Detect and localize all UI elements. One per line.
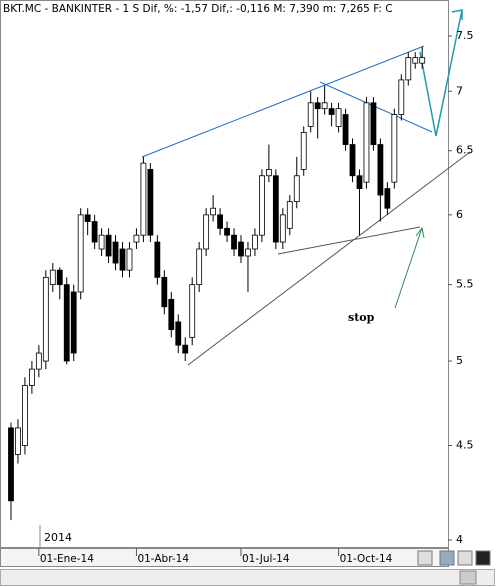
candle-body xyxy=(286,201,293,229)
candle-body xyxy=(356,175,363,189)
candle-body xyxy=(105,234,112,257)
candle-body xyxy=(377,144,384,196)
candle-body xyxy=(91,221,98,243)
candle-body xyxy=(98,234,105,250)
candle-body xyxy=(161,276,168,308)
candle-body xyxy=(140,162,147,236)
candle-body xyxy=(133,234,140,243)
candle-body xyxy=(391,114,398,183)
trendlines xyxy=(141,9,471,366)
candle-body xyxy=(405,57,412,81)
candle-body xyxy=(398,79,405,115)
x-tick-label: 01-Jul-14 xyxy=(242,553,290,565)
candle-body xyxy=(321,102,328,110)
trendline xyxy=(277,226,421,255)
candle-body xyxy=(265,169,272,177)
candle-body xyxy=(217,214,223,229)
candle-body xyxy=(196,248,203,286)
candle-body xyxy=(56,269,63,286)
candle-body xyxy=(335,108,342,127)
candle-body xyxy=(77,214,84,293)
x-tick-label: 01-Oct-14 xyxy=(340,553,393,565)
arrow-head xyxy=(451,9,463,20)
candle-body xyxy=(419,57,426,64)
candle-body xyxy=(22,385,28,446)
candle-body xyxy=(363,102,370,183)
annotation: stop xyxy=(348,311,375,324)
y-tick-label: 6.5 xyxy=(456,144,474,157)
candle-body xyxy=(84,214,91,222)
candle-body xyxy=(63,284,70,362)
trendline xyxy=(187,151,471,366)
candle-body xyxy=(175,321,182,346)
candle-body xyxy=(119,248,126,271)
candle-body xyxy=(384,188,391,209)
candle-body xyxy=(412,57,419,64)
candle-body xyxy=(28,368,35,386)
candle-body xyxy=(147,169,154,236)
candle-body xyxy=(15,427,21,455)
x-tick-label: 01-Abr-14 xyxy=(137,553,189,565)
trendline xyxy=(141,45,425,158)
arrow-head xyxy=(415,226,425,239)
arrow xyxy=(394,227,423,309)
candle-body xyxy=(314,102,321,110)
candle-body xyxy=(238,241,244,257)
candle-body xyxy=(300,132,307,170)
candle-body xyxy=(328,108,335,115)
toolbar-button[interactable] xyxy=(457,550,473,566)
candle-body xyxy=(182,344,189,354)
toolbar-button[interactable] xyxy=(475,550,491,566)
y-tick-label: 5.5 xyxy=(456,278,474,291)
candle-body xyxy=(112,241,119,264)
scrollbar[interactable] xyxy=(0,569,495,586)
candle-body xyxy=(307,102,314,127)
y-tick-label: 4 xyxy=(456,533,463,546)
candle-body xyxy=(70,291,77,354)
arrow xyxy=(419,9,463,137)
plot-frame xyxy=(0,0,449,548)
candle-body xyxy=(224,227,230,236)
y-tick-label: 5 xyxy=(456,354,463,367)
y-tick-label: 4.5 xyxy=(456,439,474,452)
candle-body xyxy=(245,248,251,257)
candle-body xyxy=(168,298,175,330)
candle-body xyxy=(42,276,49,362)
scrollbar-thumb[interactable] xyxy=(459,570,477,585)
candle-body xyxy=(370,102,377,145)
candle-body xyxy=(49,269,56,286)
toolbar-button[interactable] xyxy=(417,550,433,566)
candle-body xyxy=(231,234,237,250)
candle-body xyxy=(342,114,349,145)
y-tick-label: 7.5 xyxy=(456,29,474,42)
x-tick-label: 01-Ene-14 xyxy=(40,553,94,565)
candle-body xyxy=(272,175,279,243)
year-label: 2014 xyxy=(44,531,72,544)
candle-body xyxy=(35,352,42,370)
candle-body xyxy=(189,284,196,338)
candle-body xyxy=(252,234,258,250)
candle-body xyxy=(259,175,265,236)
candle-body xyxy=(293,175,300,203)
toolbar-button[interactable] xyxy=(439,550,455,566)
candle-body xyxy=(279,214,286,243)
candle-body xyxy=(210,207,217,216)
chart-title: BKT.MC - BANKINTER - 1 S Dif, %: -1,57 D… xyxy=(3,3,393,15)
y-tick-label: 6 xyxy=(456,208,463,221)
candle-body xyxy=(203,214,210,250)
candle-body xyxy=(349,144,356,177)
candle-body xyxy=(154,241,161,278)
candle-body xyxy=(8,427,14,502)
y-tick-label: 7 xyxy=(456,84,463,97)
candle-body xyxy=(126,248,133,271)
toolbar xyxy=(417,550,491,566)
